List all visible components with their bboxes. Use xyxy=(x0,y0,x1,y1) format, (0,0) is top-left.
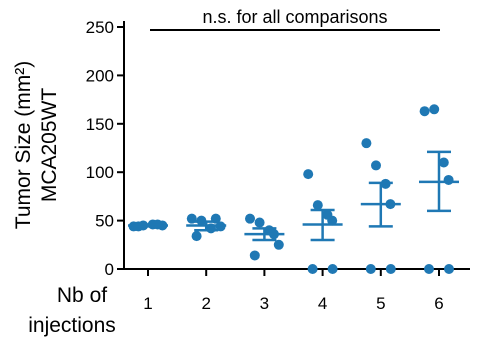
x-tick-label: 1 xyxy=(143,294,152,313)
data-point xyxy=(303,169,314,180)
y-tick-label: 0 xyxy=(105,260,114,279)
data-point xyxy=(361,138,372,149)
data-point xyxy=(312,200,323,211)
data-point xyxy=(385,264,396,274)
data-point xyxy=(249,250,260,261)
data-point xyxy=(245,213,255,224)
y-tick-label: 250 xyxy=(86,18,114,37)
y-tick-label: 150 xyxy=(86,115,114,134)
data-point xyxy=(365,264,376,274)
y-tick-label: 200 xyxy=(86,66,114,85)
data-point xyxy=(419,106,430,117)
y-axis-title-line1: Tumor Size (mm²) xyxy=(12,61,35,229)
data-point xyxy=(307,264,318,274)
data-point xyxy=(191,231,202,242)
data-point xyxy=(254,217,265,228)
data-point xyxy=(273,239,284,250)
data-point xyxy=(443,174,454,185)
x-tick-label: 6 xyxy=(434,294,443,313)
axes: 0 50 100 150 200 250 1 2 3 4 5 6 xyxy=(86,18,470,313)
data-point xyxy=(429,104,440,115)
data-point xyxy=(438,157,449,168)
data-point xyxy=(424,264,434,274)
data-point xyxy=(371,160,381,171)
plot-marks xyxy=(128,104,459,274)
comparison-annotation: n.s. for all comparisons xyxy=(202,7,387,27)
x-tick-label: 2 xyxy=(201,294,210,313)
y-tick-label: 100 xyxy=(86,163,114,182)
y-axis-title-line2: MCA205WT xyxy=(38,88,61,203)
x-tick-label: 5 xyxy=(376,294,385,313)
data-point xyxy=(327,264,338,274)
y-tick-label: 50 xyxy=(95,212,114,231)
y-axis-title: Tumor Size (mm²) MCA205WT xyxy=(12,61,61,229)
data-point xyxy=(327,215,338,226)
data-point xyxy=(444,264,454,274)
x-axis-title-line2: injections xyxy=(28,314,116,337)
x-axis-title-line1: Nb of xyxy=(57,284,107,307)
x-tick-label: 3 xyxy=(260,294,269,313)
x-tick-label: 4 xyxy=(318,294,327,313)
